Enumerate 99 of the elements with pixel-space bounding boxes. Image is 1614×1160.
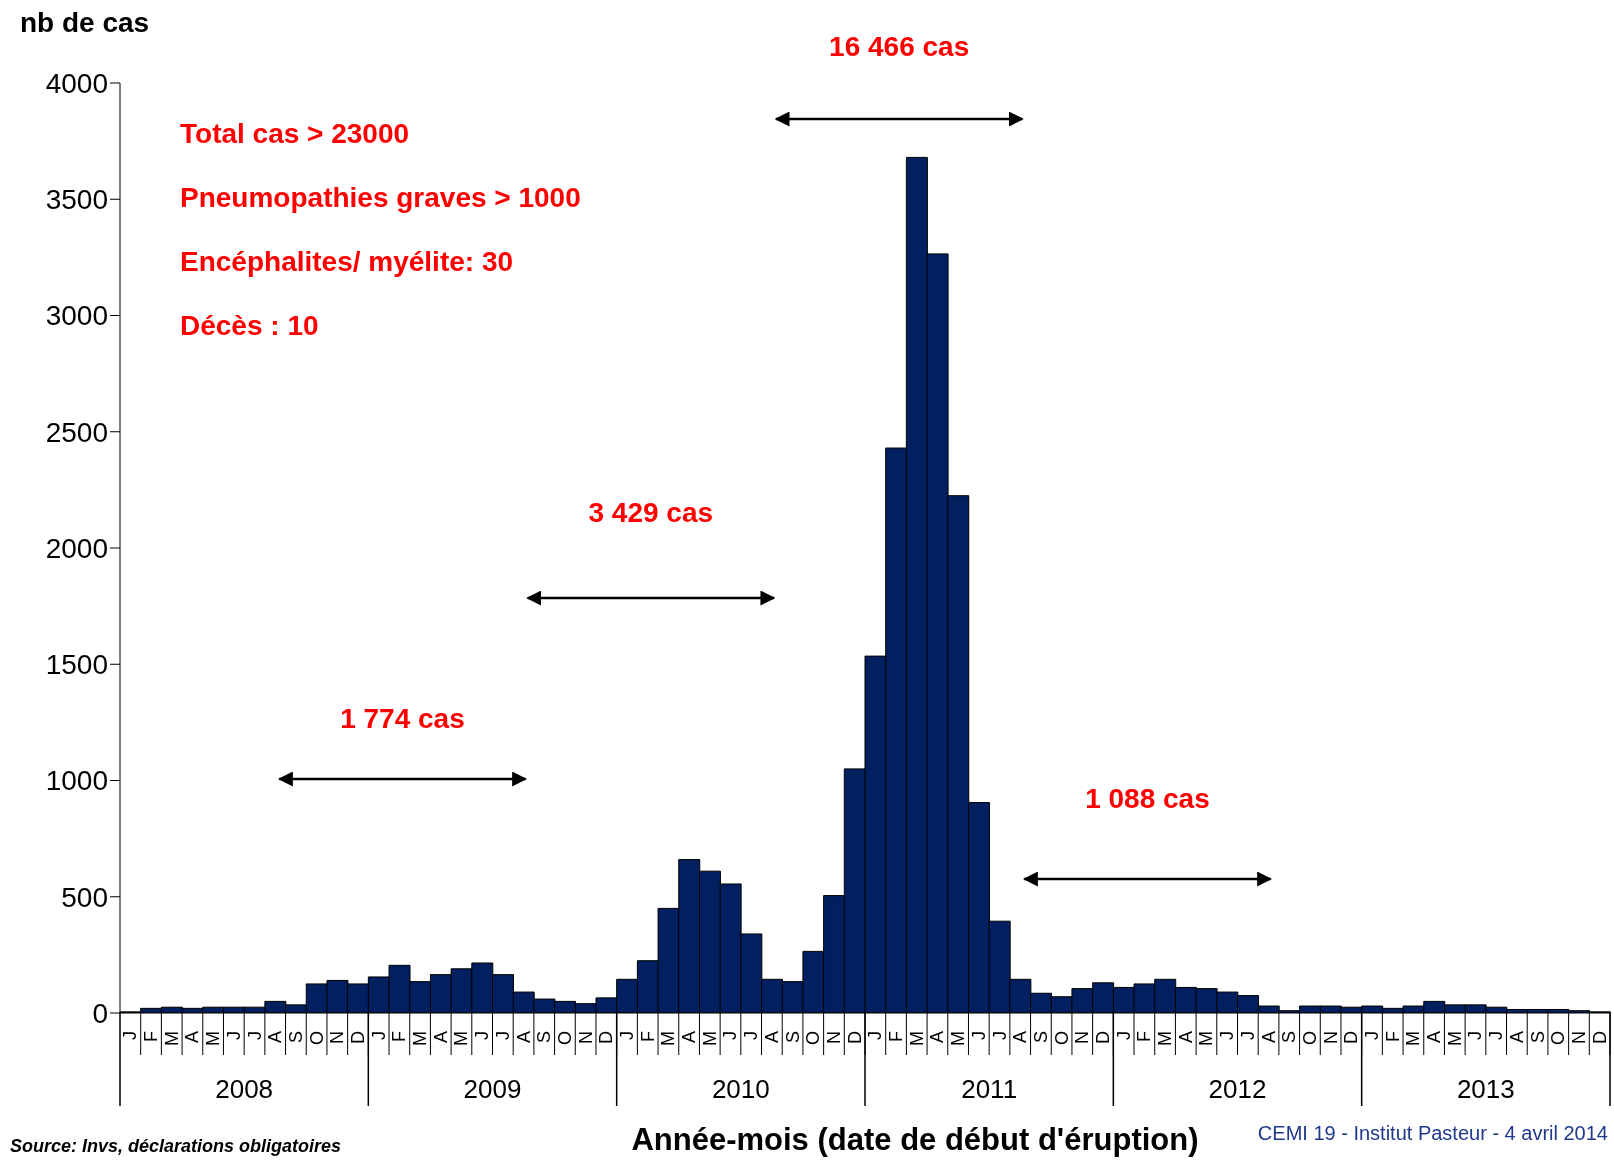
source-note: Source: Invs, déclarations obligatoires — [10, 1136, 342, 1156]
x-tick-label: S — [1527, 1031, 1548, 1044]
text: 2012 — [1208, 1074, 1267, 1104]
x-tick-label: A — [1258, 1031, 1279, 1044]
x-tick-label: J — [1217, 1031, 1238, 1040]
x-tick-label: M — [161, 1031, 182, 1046]
x-tick-label: O — [554, 1031, 575, 1046]
x-tick-label: S — [1030, 1031, 1051, 1044]
x-tick-label: M — [699, 1031, 720, 1046]
text: 16 466 cas — [829, 31, 970, 62]
x-tick-label: S — [782, 1031, 803, 1044]
x-tick-label: M — [1155, 1031, 1176, 1046]
annotation: 3 429 cas — [588, 497, 714, 528]
x-tick-label: J — [720, 1031, 741, 1040]
text: CEMI 19 - Institut Pasteur - 4 avril 2014 — [1257, 1122, 1608, 1144]
x-tick-label: O — [1299, 1031, 1320, 1046]
x-tick-label: J — [989, 1031, 1010, 1040]
annotation: Encéphalites/ myélite: 30 — [180, 246, 514, 277]
y-tick-label: 500 — [61, 881, 108, 913]
x-tick-label: O — [306, 1031, 327, 1046]
x-tick-label: A — [430, 1031, 451, 1044]
x-tick-label: D — [1341, 1031, 1362, 1044]
annotation: Total cas > 23000 — [180, 118, 410, 149]
x-tick-label: J — [1237, 1031, 1258, 1040]
x-tick-label: M — [948, 1031, 969, 1046]
text: 2010 — [711, 1074, 770, 1104]
x-tick-label: F — [886, 1031, 907, 1042]
y-tick-label: 0 — [92, 997, 108, 1029]
x-tick-label: D — [844, 1031, 865, 1044]
y-tick-label: 3000 — [45, 300, 108, 332]
x-tick-label: J — [1486, 1031, 1507, 1040]
x-tick-label: M — [203, 1031, 224, 1046]
x-tick-label: J — [1465, 1031, 1486, 1040]
x-tick-label: J — [472, 1031, 493, 1040]
text: 2008 — [215, 1074, 274, 1104]
x-tick-label: O — [1548, 1031, 1569, 1046]
y-tick-label: 1000 — [45, 765, 108, 797]
x-tick-label: N — [327, 1031, 348, 1044]
annotation: Décès : 10 — [180, 310, 319, 341]
x-tick-label: M — [906, 1031, 927, 1046]
x-tick-label: N — [1568, 1031, 1589, 1044]
text: 2011 — [961, 1074, 1018, 1104]
x-tick-label: A — [182, 1031, 203, 1044]
x-tick-label: F — [389, 1031, 410, 1042]
x-tick-label: M — [658, 1031, 679, 1046]
y-tick-label: 2000 — [45, 532, 108, 564]
x-tick-label: A — [1506, 1031, 1527, 1044]
x-tick-label: F — [1382, 1031, 1403, 1042]
x-tick-label: M — [451, 1031, 472, 1046]
x-tick-label: N — [1072, 1031, 1093, 1044]
x-tick-label: F — [637, 1031, 658, 1042]
x-tick-label: J — [1113, 1031, 1134, 1040]
x-tick-label: A — [761, 1031, 782, 1044]
x-tick-label: D — [1092, 1031, 1113, 1044]
x-tick-label: A — [513, 1031, 534, 1044]
x-tick-label: M — [1403, 1031, 1424, 1046]
x-tick-label: F — [141, 1031, 162, 1042]
x-tick-label: S — [534, 1031, 555, 1044]
text: 2013 — [1456, 1074, 1515, 1104]
y-tick-label: 2500 — [45, 416, 108, 448]
x-tick-label: J — [1362, 1031, 1383, 1040]
x-tick-label: N — [823, 1031, 844, 1044]
x-tick-label: J — [492, 1031, 513, 1040]
x-tick-label: O — [1051, 1031, 1072, 1046]
x-tick-label: A — [927, 1031, 948, 1044]
x-tick-label: F — [1134, 1031, 1155, 1042]
y-tick-label: 1500 — [45, 649, 108, 681]
x-tick-label: J — [368, 1031, 389, 1040]
x-tick-label: O — [803, 1031, 824, 1046]
annotation: Pneumopathies graves > 1000 — [180, 182, 581, 213]
x-tick-label: A — [1424, 1031, 1445, 1044]
x-tick-label: A — [1010, 1031, 1031, 1044]
x-tick-label: A — [265, 1031, 286, 1044]
x-tick-label: M — [410, 1031, 431, 1046]
x-tick-label: N — [1320, 1031, 1341, 1044]
y-tick-label: 3500 — [45, 184, 108, 216]
x-tick-label: D — [596, 1031, 617, 1044]
text: 2009 — [463, 1074, 522, 1104]
x-tick-label: D — [347, 1031, 368, 1044]
x-tick-label: D — [1589, 1031, 1610, 1044]
x-axis-title: Année-mois (date de début d'éruption) — [631, 1122, 1199, 1157]
x-tick-label: S — [1279, 1031, 1300, 1044]
x-tick-label: M — [1196, 1031, 1217, 1046]
x-tick-label: J — [244, 1031, 265, 1040]
y-axis-title: nb de cas — [20, 7, 150, 38]
x-tick-label: J — [120, 1031, 141, 1040]
x-tick-label: A — [1175, 1031, 1196, 1044]
x-tick-label: J — [223, 1031, 244, 1040]
x-tick-label: J — [968, 1031, 989, 1040]
x-tick-label: S — [285, 1031, 306, 1044]
x-tick-label: J — [741, 1031, 762, 1040]
x-tick-label: N — [575, 1031, 596, 1044]
x-tick-label: J — [617, 1031, 638, 1040]
y-tick-label: 4000 — [45, 67, 108, 99]
x-tick-label: J — [865, 1031, 886, 1040]
x-tick-label: M — [1444, 1031, 1465, 1046]
annotation: 1 774 cas — [340, 703, 465, 734]
annotation: 1 088 cas — [1085, 783, 1210, 814]
x-tick-label: A — [679, 1031, 700, 1044]
